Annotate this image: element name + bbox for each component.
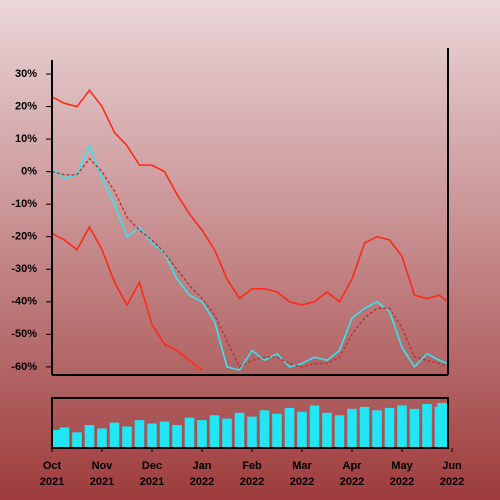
series-line: [52, 225, 203, 371]
x-tick-sublabel: 2022: [290, 476, 314, 488]
x-tick-label: Apr: [343, 460, 363, 472]
volume-bar: [437, 403, 447, 447]
x-tick-sublabel: 2022: [190, 476, 214, 488]
volume-bar: [422, 403, 432, 447]
x-tick-sublabel: 2022: [390, 476, 414, 488]
volume-bar: [209, 415, 220, 447]
y-tick-label: -20%: [11, 231, 37, 243]
x-tick-label: Mar: [292, 460, 312, 472]
x-tick-label: Dec: [142, 460, 162, 472]
x-tick-label: Jun: [442, 460, 462, 472]
volume-bar: [234, 412, 245, 447]
volume-bar: [247, 416, 257, 447]
volume-bar: [109, 422, 120, 447]
volume-bar: [97, 428, 107, 447]
plot-area: [52, 88, 448, 372]
x-tick-label: Oct: [43, 460, 62, 472]
volume-bar: [59, 427, 70, 447]
volume-frame: [51, 397, 449, 449]
x-tick-sublabel: 2021: [140, 476, 164, 488]
volume-bar: [372, 410, 382, 447]
series-line: [52, 88, 448, 306]
volume-bar: [172, 425, 182, 447]
y-tick-label: 10%: [15, 133, 37, 145]
volume-bar: [147, 423, 157, 447]
y-tick-label: -40%: [11, 296, 37, 308]
volume-bar: [122, 426, 132, 447]
series-line: [52, 157, 448, 368]
x-tick-sublabel: 2022: [440, 476, 464, 488]
volume-bar: [309, 405, 320, 447]
volume-bar: [53, 429, 63, 447]
volume-bar: [272, 413, 282, 447]
y-tick-label: -50%: [11, 328, 37, 340]
y-tick-label: -30%: [11, 263, 37, 275]
volume-bar: [184, 417, 195, 447]
x-tick-label: Jan: [193, 460, 212, 472]
volume-bar: [197, 420, 207, 447]
y-tick-label: -60%: [11, 361, 37, 373]
x-tick-sublabel: 2022: [340, 476, 364, 488]
volume-bar: [134, 420, 145, 447]
x-tick-label: Feb: [242, 460, 262, 472]
volume-bar: [347, 408, 357, 447]
volume-bar: [384, 407, 395, 447]
y-tick-label: 0%: [21, 166, 37, 178]
y-tick-label: 20%: [15, 100, 37, 112]
volume-bar: [297, 411, 307, 447]
volume-bar: [259, 410, 270, 447]
volume-bar: [159, 421, 170, 447]
x-tick-sublabel: 2021: [90, 476, 114, 488]
volume-bar: [359, 406, 370, 447]
x-tick-sublabel: 2022: [240, 476, 264, 488]
volume-bar: [284, 407, 295, 447]
x-tick-label: Nov: [92, 460, 114, 472]
y-tick-label: 30%: [15, 68, 37, 80]
x-tick-sublabel: 2021: [40, 476, 64, 488]
volume-panel: [53, 403, 447, 447]
volume-bar: [397, 405, 407, 447]
volume-bar: [222, 418, 232, 447]
volume-bar: [72, 432, 82, 447]
x-tick-label: May: [391, 460, 413, 472]
volume-bar: [409, 408, 420, 447]
y-tick-label: -10%: [11, 198, 37, 210]
volume-bar: [84, 425, 95, 447]
volume-bar: [334, 415, 345, 447]
volume-bar: [322, 412, 332, 447]
